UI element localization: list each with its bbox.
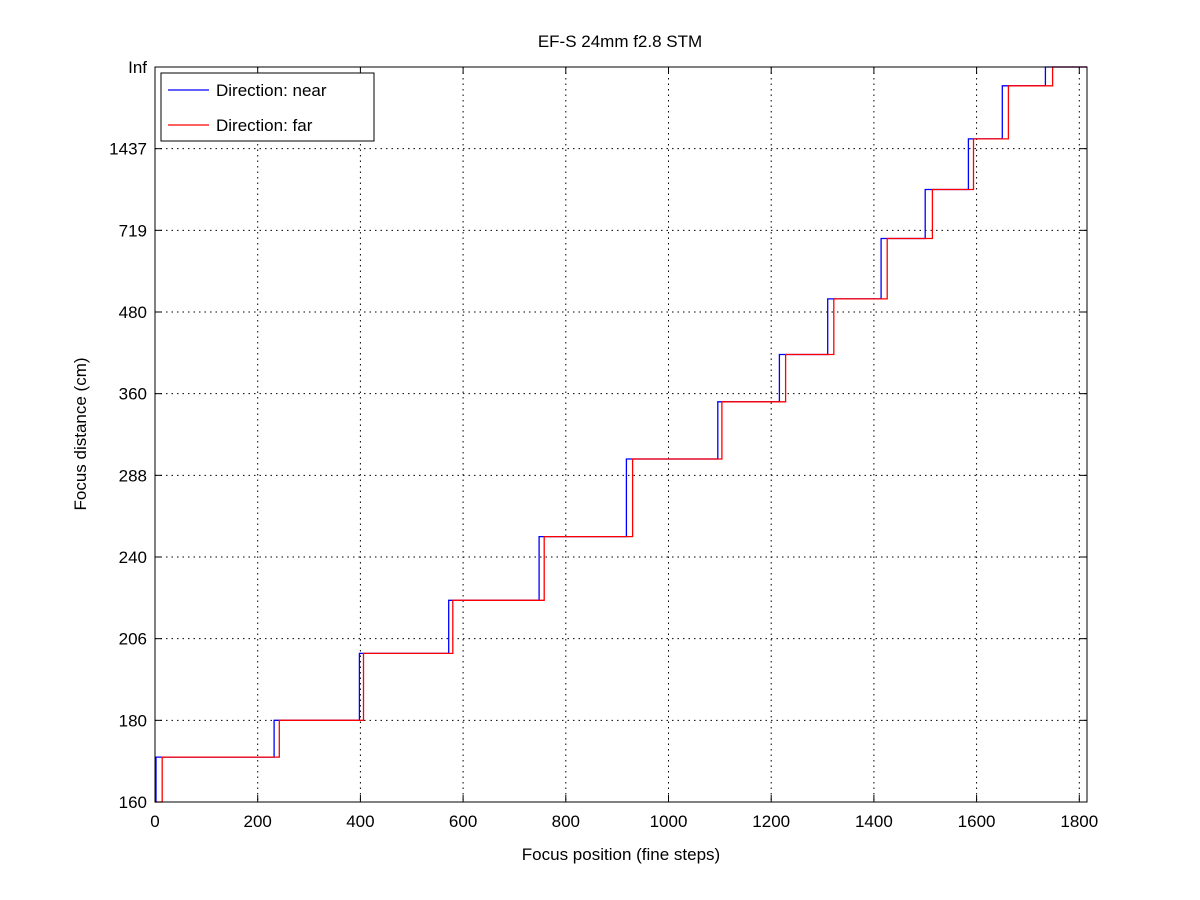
x-tick-label: 800 <box>552 812 580 831</box>
y-tick-label: 240 <box>119 548 147 567</box>
chart-title: EF-S 24mm f2.8 STM <box>538 32 702 51</box>
legend-box <box>160 72 375 142</box>
y-tick-label: 180 <box>119 711 147 730</box>
legend-label: Direction: near <box>216 81 327 100</box>
x-tick-label: 1200 <box>752 812 790 831</box>
x-tick-label: 1400 <box>855 812 893 831</box>
y-axis-label: Focus distance (cm) <box>71 357 90 510</box>
x-tick-label: 1000 <box>650 812 688 831</box>
x-tick-label: 0 <box>150 812 159 831</box>
y-tick-label: 288 <box>119 466 147 485</box>
y-tick-label: 206 <box>119 630 147 649</box>
legend: Direction: near Direction: far <box>160 72 375 142</box>
x-tick-label: 600 <box>449 812 477 831</box>
grid <box>155 67 1087 802</box>
y-tick-label: 719 <box>119 221 147 240</box>
legend-label: Direction: far <box>216 116 313 135</box>
x-tick-label: 1800 <box>1060 812 1098 831</box>
x-tick-label: 200 <box>244 812 272 831</box>
ticks: 0 200 400 600 800 1000 1200 1400 1600 1800 160 180 2… <box>109 58 1098 831</box>
plot-frame <box>154 66 1088 803</box>
y-tick-label: 160 <box>119 793 147 812</box>
series-layer <box>155 66 1087 803</box>
series-line-direction-far <box>155 66 1087 803</box>
y-tick-label: Inf <box>128 58 147 77</box>
y-tick-label: 360 <box>119 385 147 404</box>
x-axis-label: Focus position (fine steps) <box>522 845 720 864</box>
x-tick-label: 1600 <box>958 812 996 831</box>
y-tick-label: 1437 <box>109 140 147 159</box>
y-tick-label: 480 <box>119 303 147 322</box>
x-tick-label: 400 <box>346 812 374 831</box>
